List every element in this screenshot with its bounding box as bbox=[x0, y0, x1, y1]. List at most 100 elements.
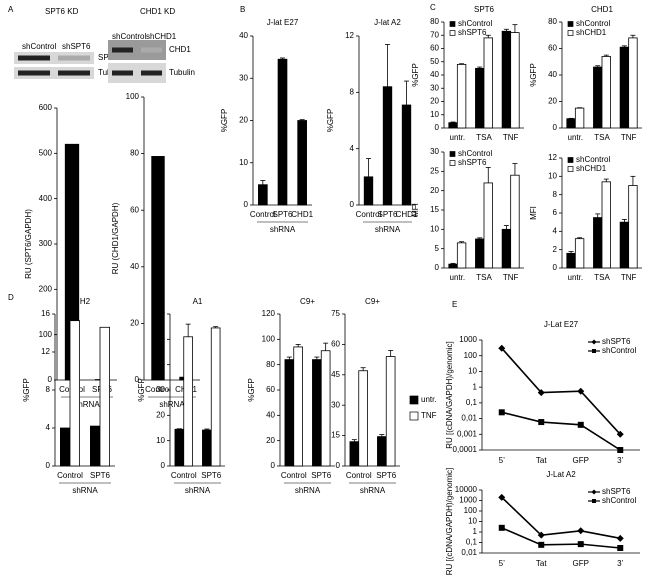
legend-swatch bbox=[449, 21, 456, 27]
legend-label: shSPT6 bbox=[458, 158, 487, 167]
bar bbox=[501, 30, 512, 129]
x-axis-label: shRNA bbox=[295, 486, 321, 495]
y-tick-label: 12 bbox=[548, 153, 557, 162]
y-tick-label: 80 bbox=[130, 149, 139, 158]
x-tick-label: Control bbox=[57, 471, 83, 480]
y-tick-label: 0 bbox=[135, 375, 140, 384]
bar bbox=[363, 176, 374, 206]
panel-letter: B bbox=[240, 5, 245, 14]
bar bbox=[510, 32, 520, 129]
legend-swatch bbox=[449, 151, 456, 157]
series-line bbox=[501, 411, 621, 451]
panel-letter: A bbox=[8, 5, 14, 14]
marker bbox=[538, 419, 545, 426]
y-axis-label: MFI bbox=[529, 206, 538, 220]
legend-label: shCHD1 bbox=[576, 164, 607, 173]
y-axis-label: MFI bbox=[312, 383, 321, 397]
bar bbox=[297, 120, 307, 206]
x-tick-label: TSA bbox=[594, 133, 610, 142]
legend-swatch bbox=[409, 411, 419, 421]
chart-title: CHD1 bbox=[591, 5, 613, 14]
bar bbox=[475, 238, 485, 269]
legend-swatch bbox=[567, 157, 574, 163]
x-tick-label: untr. bbox=[450, 273, 466, 282]
blot-band bbox=[18, 70, 50, 76]
blot-title: SPT6 KD bbox=[45, 7, 79, 16]
marker bbox=[498, 409, 505, 416]
y-tick-label: 8 bbox=[350, 87, 355, 96]
marker bbox=[616, 534, 624, 542]
bar bbox=[90, 425, 101, 467]
marker bbox=[617, 447, 624, 453]
bar bbox=[448, 263, 458, 269]
bar bbox=[501, 228, 512, 269]
x-tick-label: TSA bbox=[594, 273, 610, 282]
x-tick-label: TNF bbox=[621, 133, 637, 142]
y-tick-label: 30 bbox=[239, 73, 248, 82]
blot-lane-label: shSPT6 bbox=[62, 42, 91, 51]
x-tick-label: Control bbox=[346, 471, 372, 480]
legend-label: shControl bbox=[458, 19, 492, 28]
series-line bbox=[501, 527, 621, 549]
y-tick-label: 60 bbox=[430, 44, 439, 53]
x-tick-label: Control bbox=[356, 210, 382, 219]
bar bbox=[401, 104, 412, 206]
y-tick-label: 0 bbox=[350, 200, 355, 209]
y-tick-label: 20 bbox=[548, 97, 557, 106]
y-tick-label: 0,1 bbox=[466, 538, 478, 547]
bar bbox=[566, 252, 576, 269]
series-line bbox=[501, 347, 621, 435]
bar bbox=[349, 441, 360, 467]
y-tick-label: 10 bbox=[468, 367, 477, 376]
x-axis-label: shRNA bbox=[72, 486, 98, 495]
y-tick-label: 30 bbox=[430, 83, 439, 92]
legend-label: shControl bbox=[458, 149, 492, 158]
y-tick-label: 10 bbox=[548, 171, 557, 180]
y-tick-label: 10 bbox=[468, 517, 477, 526]
bar bbox=[574, 238, 585, 269]
chart-title: J-lat A2 bbox=[374, 18, 401, 27]
y-tick-label: 2 bbox=[553, 245, 558, 254]
y-tick-label: 20 bbox=[430, 97, 439, 106]
legend-swatch bbox=[449, 30, 456, 36]
y-tick-label: 4 bbox=[46, 423, 51, 432]
y-tick-label: 0,001 bbox=[457, 429, 478, 438]
blot-title: CHD1 KD bbox=[140, 7, 175, 16]
y-tick-label: 0,0001 bbox=[453, 445, 478, 454]
y-tick-label: 4 bbox=[350, 144, 355, 153]
chart-title: J-lat E27 bbox=[267, 18, 299, 27]
y-tick-label: 40 bbox=[156, 360, 165, 369]
bar bbox=[566, 118, 576, 129]
legend-marker bbox=[592, 349, 596, 353]
y-axis-label: RU [(cDNA/GAPDH)/genomic] bbox=[445, 341, 454, 449]
x-tick-label: Tat bbox=[536, 456, 547, 465]
y-tick-label: 0 bbox=[336, 461, 341, 470]
bar bbox=[510, 174, 520, 269]
x-tick-label: untr. bbox=[568, 273, 584, 282]
y-tick-label: 30 bbox=[331, 400, 340, 409]
chart-title: SPT6 bbox=[474, 5, 495, 14]
y-tick-label: 40 bbox=[266, 410, 275, 419]
y-tick-label: 20 bbox=[156, 410, 165, 419]
y-tick-label: 40 bbox=[430, 70, 439, 79]
y-tick-label: 500 bbox=[39, 148, 53, 157]
x-axis-label: shRNA bbox=[159, 400, 185, 409]
marker bbox=[577, 421, 584, 428]
blot-image bbox=[14, 52, 94, 64]
y-tick-label: 6 bbox=[553, 208, 558, 217]
y-tick-label: 20 bbox=[266, 436, 275, 445]
y-axis-label: MFI bbox=[411, 203, 420, 217]
x-tick-label: SPT6 bbox=[201, 471, 222, 480]
y-tick-label: 1000 bbox=[459, 335, 477, 344]
bar bbox=[483, 182, 493, 269]
blot-image bbox=[108, 63, 166, 83]
y-tick-label: 0 bbox=[553, 263, 558, 272]
bar bbox=[320, 350, 331, 467]
x-tick-label: 5’ bbox=[499, 559, 505, 568]
y-tick-label: 600 bbox=[39, 103, 53, 112]
x-tick-label: SPT6 bbox=[272, 210, 293, 219]
y-tick-label: 20 bbox=[430, 186, 439, 195]
panel-letter: E bbox=[452, 300, 457, 309]
legend-label: untr. bbox=[421, 395, 437, 404]
y-tick-label: 20 bbox=[239, 116, 248, 125]
